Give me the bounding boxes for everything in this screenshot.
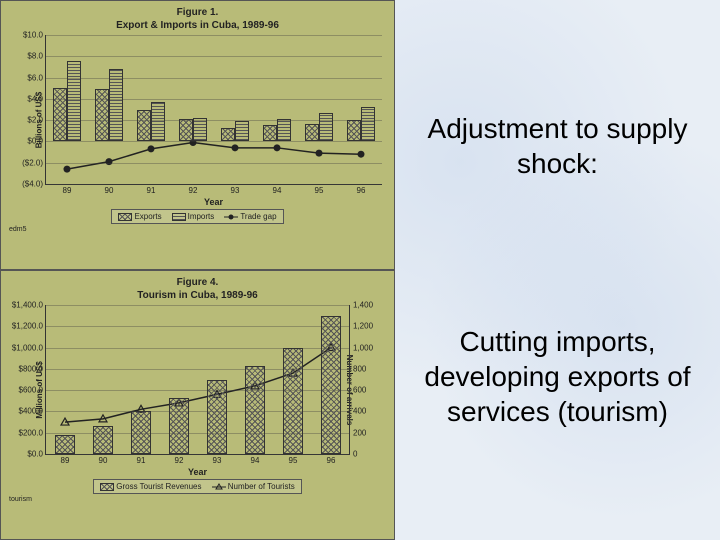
fig1-xlabel: Year (204, 197, 223, 207)
fig4-ytick-l: $1,400.0 (12, 301, 46, 310)
fig1-footnote: edm5 (9, 226, 390, 233)
fig4-leg-tour: Number of Tourists (228, 482, 295, 491)
fig4-ytick-r: 400 (350, 407, 366, 416)
fig1-imports-bar (319, 113, 333, 142)
fig1-xtick: 96 (357, 184, 366, 195)
fig1-exports-bar (263, 125, 277, 141)
fig4-xtick: 90 (99, 454, 108, 465)
fig1-plot: ($4.0)($2.0)$0.0$2.0$4.0$6.0$8.0$10.0899… (45, 35, 382, 185)
fig4-ytick-r: 1,200 (350, 322, 373, 331)
fig4-revenue-bar (131, 411, 152, 454)
fig1-ytick: ($2.0) (22, 158, 46, 167)
fig4-ytick-r: 1,400 (350, 301, 373, 310)
fig4-revenue-bar (207, 380, 228, 455)
fig1-exports-bar (53, 88, 67, 141)
fig1-leg-gap: Trade gap (240, 212, 276, 221)
figure-4-panel: Figure 4. Tourism in Cuba, 1989-96 Milli… (0, 270, 395, 540)
fig1-exports-bar (305, 124, 319, 141)
fig4-revenue-bar (169, 398, 190, 454)
fig1-xtick: 93 (231, 184, 240, 195)
fig1-title-1: Figure 1. (5, 7, 390, 18)
fig4-ytick-r: 800 (350, 364, 366, 373)
fig1-xtick: 90 (105, 184, 114, 195)
fig4-xtick: 96 (327, 454, 336, 465)
fig1-xtick: 94 (273, 184, 282, 195)
fig4-ytick-r: 200 (350, 428, 366, 437)
fig4-revenue-bar (283, 348, 304, 454)
body-text: Cutting imports, developing exports of s… (415, 324, 700, 429)
fig4-xlabel: Year (188, 467, 207, 477)
fig4-xtick: 94 (251, 454, 260, 465)
fig1-xtick: 95 (315, 184, 324, 195)
fig4-legend: Gross Tourist Revenues Number of Tourist… (93, 479, 301, 494)
fig1-leg-imports: Imports (188, 212, 215, 221)
revenue-swatch (100, 483, 114, 491)
fig4-revenue-bar (245, 366, 266, 454)
fig1-imports-bar (277, 119, 291, 141)
fig1-ytick: $0.0 (27, 137, 46, 146)
fig4-ytick-l: $1,200.0 (12, 322, 46, 331)
fig4-plot-wrap: Millions of US$ Number of arrivals $0.00… (45, 305, 350, 475)
fig1-xtick: 91 (147, 184, 156, 195)
fig1-imports-bar (67, 61, 81, 142)
fig4-revenue-bar (321, 316, 342, 454)
fig1-legend: Exports Imports Trade gap (111, 209, 283, 224)
fig4-xtick: 89 (61, 454, 70, 465)
fig4-ytick-l: $200.0 (19, 428, 46, 437)
fig1-plot-wrap: Billions of US$ ($4.0)($2.0)$0.0$2.0$4.0… (45, 35, 382, 205)
figure-1-panel: Figure 1. Export & Imports in Cuba, 1989… (0, 0, 395, 270)
fig4-xtick: 95 (289, 454, 298, 465)
fig1-ytick: ($4.0) (22, 180, 46, 189)
fig4-ytick-l: $400.0 (19, 407, 46, 416)
fig1-ytick: $2.0 (27, 116, 46, 125)
fig4-title-2: Tourism in Cuba, 1989-96 (5, 290, 390, 301)
heading-text: Adjustment to supply shock: (415, 111, 700, 181)
fig4-xtick: 93 (213, 454, 222, 465)
fig4-ytick-l: $1,000.0 (12, 343, 46, 352)
fig4-ytick-l: $600.0 (19, 386, 46, 395)
fig1-imports-bar (109, 69, 123, 141)
fig1-exports-bar (347, 120, 361, 141)
fig4-plot: $0.00$200.0200$400.0400$600.0600$800.080… (45, 305, 350, 455)
fig1-title-2: Export & Imports in Cuba, 1989-96 (5, 20, 390, 31)
fig1-xtick: 89 (63, 184, 72, 195)
fig4-xtick: 92 (175, 454, 184, 465)
fig1-exports-bar (95, 89, 109, 141)
fig4-title-1: Figure 4. (5, 277, 390, 288)
fig1-imports-bar (361, 107, 375, 141)
fig1-imports-bar (235, 121, 249, 141)
fig1-imports-bar (193, 118, 207, 141)
fig4-footnote: tourism (9, 496, 390, 503)
fig1-exports-bar (221, 128, 235, 142)
fig1-ytick: $10.0 (23, 31, 46, 40)
imports-swatch (172, 213, 186, 221)
fig4-xtick: 91 (137, 454, 146, 465)
fig1-xtick: 92 (189, 184, 198, 195)
fig4-ytick-r: 1,000 (350, 343, 373, 352)
fig4-ytick-r: 0 (350, 450, 357, 459)
fig4-leg-rev: Gross Tourist Revenues (116, 482, 201, 491)
fig1-ytick: $6.0 (27, 73, 46, 82)
fig1-ytick: $4.0 (27, 94, 46, 103)
fig4-ytick-r: 600 (350, 386, 366, 395)
fig4-revenue-bar (93, 426, 114, 454)
fig1-exports-bar (179, 119, 193, 141)
charts-column: Figure 1. Export & Imports in Cuba, 1989… (0, 0, 395, 540)
fig1-exports-bar (137, 110, 151, 142)
exports-swatch (118, 213, 132, 221)
fig1-ytick: $8.0 (27, 52, 46, 61)
fig4-revenue-bar (55, 435, 76, 454)
fig1-leg-exports: Exports (134, 212, 161, 221)
fig1-imports-bar (151, 102, 165, 141)
fig4-ytick-l: $800.0 (19, 364, 46, 373)
text-column: Adjustment to supply shock: Cutting impo… (395, 0, 720, 540)
fig4-ytick-l: $0.0 (27, 450, 46, 459)
